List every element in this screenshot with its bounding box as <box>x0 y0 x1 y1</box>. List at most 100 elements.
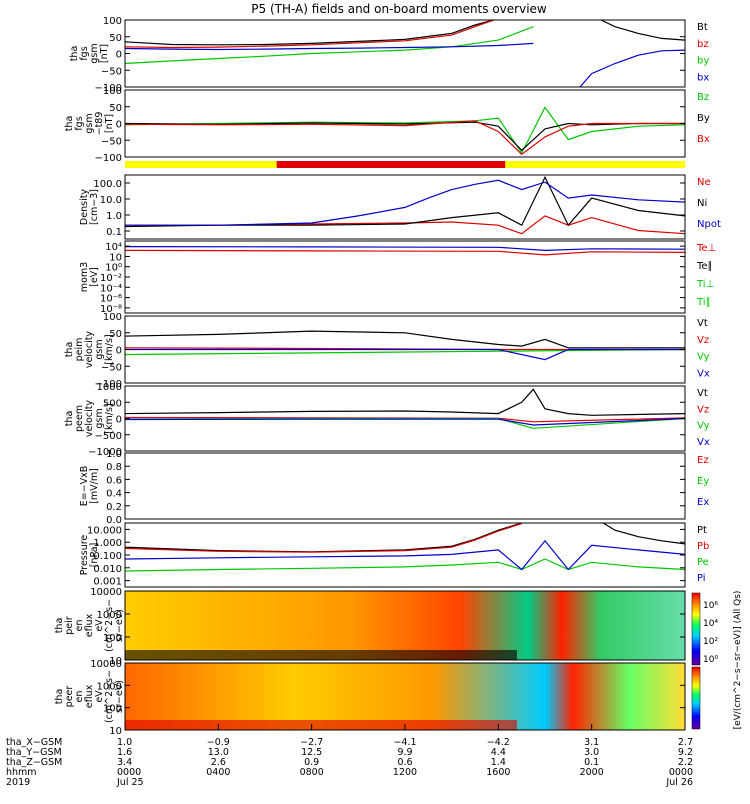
x-tick-label: 0800 <box>300 767 324 778</box>
y-tick-label: 100 <box>103 86 122 97</box>
series-line-ti <box>125 247 685 251</box>
spectrogram <box>125 591 685 660</box>
y-axis-label: [mV/m] <box>89 468 100 504</box>
y-tick-label: 10000 <box>90 587 122 598</box>
x-tick-label: Jul 26 <box>665 777 693 788</box>
y-axis-label: [nPa] <box>89 543 100 568</box>
y-tick-label: 50 <box>109 103 122 114</box>
mode-bar-segment <box>505 161 685 168</box>
legend-entry: Vx <box>697 437 710 448</box>
panel-efield: 1.0 0.8 0.6 0.4 0.2 0.0 E=−VxB [mV/m] Ez Ey Ex <box>79 449 709 526</box>
legend-entry: by <box>697 56 709 67</box>
y-tick-label: 0.4 <box>106 489 122 500</box>
y-axis-label: [nT] <box>99 44 110 63</box>
series-line-pt <box>125 523 522 552</box>
colorbar-tick-label: 10⁰ <box>703 655 718 665</box>
colorbar: 10⁶ 10⁴ 10² 10⁰ [eV/(cm^2−s−sr−eV)] (All Qs) <box>692 591 743 730</box>
y-axis-label: [nT] <box>104 114 115 133</box>
series-line-vt <box>125 389 685 415</box>
mode-bar <box>125 161 685 168</box>
legend-entry: Vt <box>697 388 708 399</box>
colorbar-tick-label: 10⁴ <box>703 619 718 629</box>
y-tick-label: 10.000 <box>87 525 122 536</box>
y-tick-label: 0 <box>116 50 122 61</box>
colorbar-label: [eV/(cm^2−s−sr−eV)] (All Qs) <box>733 591 743 730</box>
legend-entry: Ex <box>697 497 709 508</box>
series-line-vt <box>125 331 685 348</box>
y-tick-label: −50 <box>101 66 122 77</box>
panel-frame <box>125 453 685 519</box>
panel-peer: 10000 1000 100 10 tha peer en eflux eV (cm^2−s− sr… <box>54 659 685 737</box>
series-line-bx <box>580 50 685 87</box>
y-tick-label: 0.6 <box>106 475 122 486</box>
legend-entry: Ez <box>697 455 709 466</box>
spectrogram-band <box>125 720 517 730</box>
legend-entry: Te⊥ <box>696 243 716 254</box>
y-tick-label: 50 <box>109 33 122 44</box>
y-tick-label: 1000 <box>97 382 122 393</box>
panel-fgs_gsm: 100500−50−100tha fgs gsm [nT]Btbzbybx <box>69 16 709 94</box>
legend-entry: Ey <box>697 476 709 487</box>
y-tick-label: −100 <box>95 153 122 164</box>
y-tick-label: 100 <box>103 312 122 323</box>
panel-peir: 10000100010010tha peir en eflux eV (cm^2−s− sr… <box>54 587 685 667</box>
panel-temperature: 10⁴10⁲10⁰10⁻²10⁻⁴10⁻⁶10⁻⁸mom3 [eV]Te⊥Te∥T… <box>79 241 716 315</box>
legend-entry: Bz <box>697 92 709 103</box>
spectrogram-band <box>125 650 517 660</box>
legend-entry: Ni <box>697 198 707 209</box>
y-axis-label: [eV] <box>89 267 100 287</box>
y-axis-label: [cm−3] <box>89 189 100 225</box>
colorbar-scale <box>692 667 700 729</box>
colorbar-tick-label: 10⁶ <box>703 601 718 611</box>
legend-entry: bx <box>697 72 709 83</box>
y-tick-label: 1.0 <box>106 211 122 222</box>
series-line-bx <box>125 121 685 155</box>
mode-bar-segment <box>277 161 506 168</box>
y-tick-label: 1.0 <box>106 449 122 460</box>
series-line-bt <box>601 20 685 40</box>
legend-entry: Npot <box>697 219 721 230</box>
legend-entry: Vz <box>697 404 709 415</box>
legend-entry: Vy <box>697 421 710 432</box>
y-tick-label: 0 <box>116 346 122 357</box>
panel-density: 100.0 10.0 1.0 0.1 Density [cm−3] Ne Ni Npot <box>79 175 721 239</box>
y-axis-label: [km/s] <box>104 403 115 433</box>
x-tick-label: 2000 <box>580 767 604 778</box>
series-line-pb <box>125 524 522 553</box>
y-tick-label: 0 <box>116 415 122 426</box>
legend-entry: Ti∥ <box>696 297 711 308</box>
series-line-pt <box>603 523 685 544</box>
x-tick-label: 1200 <box>393 767 417 778</box>
panel-peim_velocity: 100500−50−100tha peim velocity gsm [km/s]VtV… <box>64 312 710 390</box>
colorbar-scale <box>692 593 700 665</box>
legend-entry: Bx <box>697 134 710 145</box>
y-tick-label: 0 <box>116 120 122 131</box>
plot-title: P5 (TH-A) fields and on-board moments ov… <box>251 2 547 16</box>
x-tick-label: 1600 <box>486 767 510 778</box>
y-tick-label: 10 <box>109 726 122 737</box>
legend-entry: Pt <box>697 525 707 536</box>
legend-entry: Te∥ <box>696 261 713 272</box>
legend-entry: Ne <box>697 177 711 188</box>
legend-entry: Vt <box>697 318 708 329</box>
x-row-label: 2019 <box>6 777 30 788</box>
series-line-bz <box>125 107 685 153</box>
series-line-vx <box>125 350 685 360</box>
legend-entry: Bt <box>697 22 708 33</box>
y-tick-label: 10000 <box>90 659 122 670</box>
y-tick-label: −50 <box>101 136 122 147</box>
y-tick-label: 0.1 <box>106 227 122 238</box>
y-axis-label: sr−eV) <box>114 609 125 642</box>
y-tick-label: 0.001 <box>93 577 122 588</box>
y-tick-label: 100 <box>103 16 122 27</box>
legend-entry: Vx <box>697 368 710 379</box>
series-line-vy <box>125 350 685 355</box>
series-line-by <box>125 122 685 150</box>
legend-entry: bz <box>697 39 709 50</box>
mode-bar-segment <box>125 161 277 168</box>
spectrogram <box>125 663 685 730</box>
panel-frame <box>125 20 685 87</box>
panel-fgs_gsm_delta: 100500−50−100tha fgs gsm −t89 [nT]BzByBx <box>64 86 710 164</box>
